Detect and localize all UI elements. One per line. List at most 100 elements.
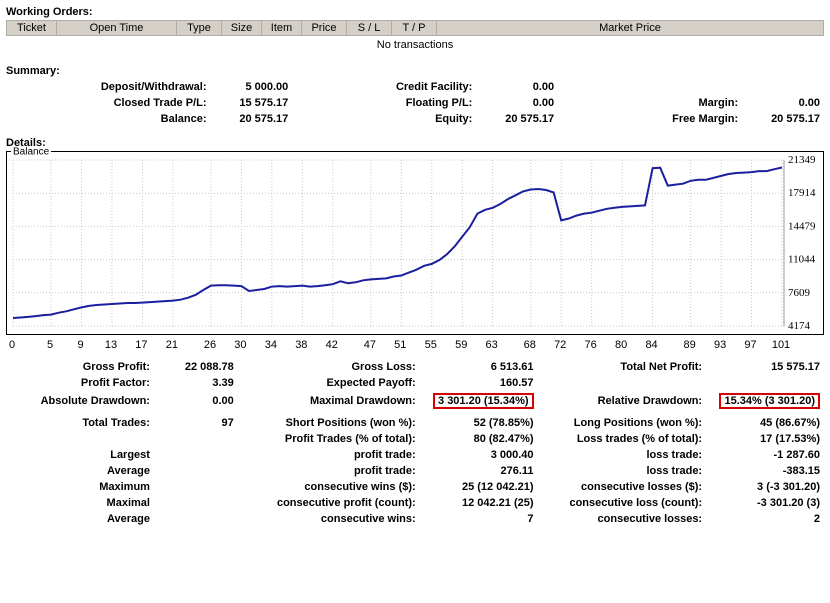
summary-label: Deposit/Withdrawal: <box>6 79 211 95</box>
summary-value: 20 575.17 <box>211 111 293 127</box>
orders-col-2[interactable]: Type <box>177 21 222 36</box>
stat-label: Total Trades: <box>6 415 154 431</box>
stat-label: Total Net Profit: <box>538 359 707 375</box>
stat-label: Profit Factor: <box>6 375 154 391</box>
stat-value: 15.34% (3 301.20) <box>706 391 824 411</box>
stats-row: Largestprofit trade:3 000.40loss trade:-… <box>6 447 824 463</box>
details-title: Details: <box>6 137 824 149</box>
stat-value: 97 <box>154 415 238 431</box>
summary-label: Margin: <box>558 95 742 111</box>
stat-value <box>706 375 824 391</box>
x-tick-label: 97 <box>744 339 756 351</box>
stat-value <box>154 463 238 479</box>
balance-chart-box: Balance 2134917914144791104476094174 <box>6 151 824 335</box>
stat-label: Long Positions (won %): <box>538 415 707 431</box>
stat-value: 276.11 <box>420 463 538 479</box>
summary-label: Balance: <box>6 111 211 127</box>
summary-label: Free Margin: <box>558 111 742 127</box>
stat-value <box>154 495 238 511</box>
stats-row: Profit Trades (% of total):80 (82.47%)Lo… <box>6 431 824 447</box>
stat-value <box>154 431 238 447</box>
summary-label: Closed Trade P/L: <box>6 95 211 111</box>
orders-col-7[interactable]: T / P <box>392 21 437 36</box>
stats-row: Gross Profit:22 088.78Gross Loss:6 513.6… <box>6 359 824 375</box>
stat-label <box>6 431 154 447</box>
summary-row: Balance:20 575.17Equity:20 575.17Free Ma… <box>6 111 824 127</box>
x-tick-label: 68 <box>524 339 536 351</box>
orders-col-5[interactable]: Price <box>302 21 347 36</box>
stat-value: 45 (86.67%) <box>706 415 824 431</box>
summary-row: Deposit/Withdrawal:5 000.00Credit Facili… <box>6 79 824 95</box>
svg-text:11044: 11044 <box>788 254 816 266</box>
summary-value: 5 000.00 <box>211 79 293 95</box>
stat-value: -383.15 <box>706 463 824 479</box>
orders-col-3[interactable]: Size <box>222 21 262 36</box>
stats-row: Total Trades:97Short Positions (won %):5… <box>6 415 824 431</box>
summary-row: Closed Trade P/L:15 575.17Floating P/L:0… <box>6 95 824 111</box>
stat-label: consecutive wins: <box>238 511 420 527</box>
stat-label: Absolute Drawdown: <box>6 391 154 411</box>
x-tick-label: 59 <box>455 339 467 351</box>
summary-label <box>558 79 742 95</box>
stat-value: -3 301.20 (3) <box>706 495 824 511</box>
stat-value: 80 (82.47%) <box>420 431 538 447</box>
stat-value: 12 042.21 (25) <box>420 495 538 511</box>
svg-text:7609: 7609 <box>788 287 811 299</box>
orders-col-0[interactable]: Ticket <box>7 21 57 36</box>
stat-value: 3.39 <box>154 375 238 391</box>
working-orders-table: TicketOpen TimeTypeSizeItemPriceS / LT /… <box>6 20 824 36</box>
x-tick-label: 51 <box>394 339 406 351</box>
stat-label: Loss trades (% of total): <box>538 431 707 447</box>
x-tick-label: 38 <box>295 339 307 351</box>
stat-label: consecutive losses: <box>538 511 707 527</box>
orders-col-6[interactable]: S / L <box>347 21 392 36</box>
stats-row: Maximalconsecutive profit (count):12 042… <box>6 495 824 511</box>
summary-value: 20 575.17 <box>476 111 558 127</box>
balance-chart: 2134917914144791104476094174 <box>7 154 822 334</box>
x-tick-label: 55 <box>425 339 437 351</box>
summary-value: 0.00 <box>742 95 824 111</box>
x-tick-label: 89 <box>684 339 696 351</box>
x-tick-label: 26 <box>204 339 216 351</box>
x-tick-label: 76 <box>585 339 597 351</box>
stat-value: 3 (-3 301.20) <box>706 479 824 495</box>
x-tick-label: 21 <box>166 339 178 351</box>
summary-value: 20 575.17 <box>742 111 824 127</box>
balance-chart-xaxis: 0591317212630343842475155596368727680848… <box>6 339 821 353</box>
stat-label: Gross Profit: <box>6 359 154 375</box>
svg-text:21349: 21349 <box>788 154 816 166</box>
stat-value: 7 <box>420 511 538 527</box>
stat-value: 15 575.17 <box>706 359 824 375</box>
stat-value: 25 (12 042.21) <box>420 479 538 495</box>
stat-label: loss trade: <box>538 447 707 463</box>
x-tick-label: 101 <box>772 339 790 351</box>
working-orders-title: Working Orders: <box>6 6 824 18</box>
orders-col-1[interactable]: Open Time <box>57 21 177 36</box>
x-tick-label: 13 <box>105 339 117 351</box>
summary-label: Equity: <box>292 111 476 127</box>
summary-value: 0.00 <box>476 79 558 95</box>
x-tick-label: 30 <box>234 339 246 351</box>
stat-value: 0.00 <box>154 391 238 411</box>
stat-label: Average <box>6 463 154 479</box>
stat-label: profit trade: <box>238 447 420 463</box>
summary-value: 15 575.17 <box>211 95 293 111</box>
stats-row: Profit Factor:3.39Expected Payoff:160.57 <box>6 375 824 391</box>
stat-value: 3 301.20 (15.34%) <box>420 391 538 411</box>
summary-value: 0.00 <box>476 95 558 111</box>
stat-value: 17 (17.53%) <box>706 431 824 447</box>
stat-label: loss trade: <box>538 463 707 479</box>
x-tick-label: 72 <box>554 339 566 351</box>
x-tick-label: 34 <box>265 339 277 351</box>
stat-label: consecutive wins ($): <box>238 479 420 495</box>
orders-col-8[interactable]: Market Price <box>437 21 824 36</box>
stat-value: 3 000.40 <box>420 447 538 463</box>
svg-text:14479: 14479 <box>788 220 816 232</box>
stats-row: Maximumconsecutive wins ($):25 (12 042.2… <box>6 479 824 495</box>
no-transactions-text: No transactions <box>6 36 824 61</box>
stat-value: 22 088.78 <box>154 359 238 375</box>
orders-col-4[interactable]: Item <box>262 21 302 36</box>
x-tick-label: 93 <box>714 339 726 351</box>
stat-label: Short Positions (won %): <box>238 415 420 431</box>
stat-value: 52 (78.85%) <box>420 415 538 431</box>
